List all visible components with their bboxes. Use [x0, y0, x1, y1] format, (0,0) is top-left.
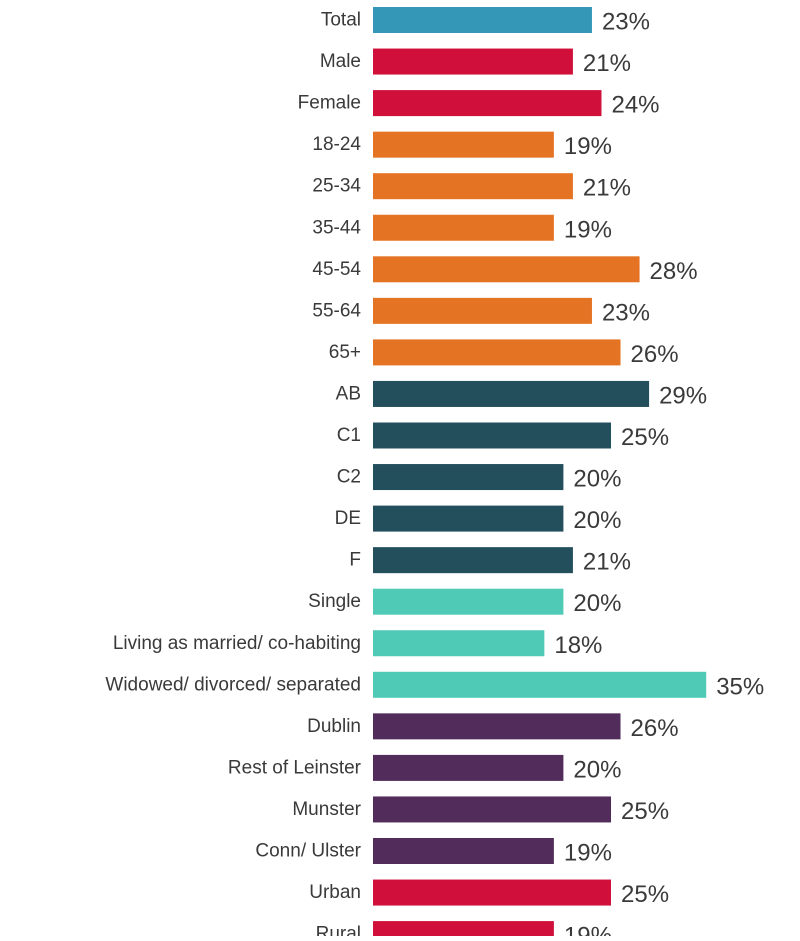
value-label-21: 19%	[564, 840, 612, 867]
category-label-9: 65+	[329, 342, 361, 363]
bar-19	[373, 754, 564, 781]
category-label-3: Female	[298, 93, 361, 114]
bar-15	[373, 588, 564, 615]
value-label-15: 20%	[573, 590, 621, 617]
value-label-1: 23%	[602, 9, 650, 36]
value-label-18: 26%	[631, 715, 679, 742]
value-label-16: 18%	[554, 632, 602, 659]
category-label-1: Total	[321, 10, 361, 31]
value-label-10: 29%	[659, 382, 707, 409]
value-label-20: 25%	[621, 798, 669, 825]
category-label-11: C1	[337, 425, 361, 446]
bar-13	[373, 505, 564, 532]
bar-5	[373, 173, 573, 200]
value-label-22: 25%	[621, 881, 669, 908]
value-label-13: 20%	[573, 507, 621, 534]
bar-14	[373, 547, 573, 574]
bar-11	[373, 422, 611, 449]
category-label-2: Male	[320, 51, 361, 72]
category-label-22: Urban	[309, 882, 361, 903]
category-label-16: Living as married/ co-habiting	[113, 633, 361, 654]
category-label-23: Rural	[316, 924, 361, 936]
bar-3	[373, 90, 602, 117]
value-label-8: 23%	[602, 299, 650, 326]
value-label-11: 25%	[621, 424, 669, 451]
category-label-7: 45-54	[312, 259, 361, 280]
category-label-14: F	[349, 550, 361, 571]
value-label-3: 24%	[611, 92, 659, 119]
bar-23	[373, 921, 554, 941]
category-label-17: Widowed/ divorced/ separated	[105, 674, 361, 695]
bar-9	[373, 339, 621, 366]
bar-22	[373, 879, 611, 906]
bar-4	[373, 131, 554, 158]
bar-7	[373, 256, 640, 283]
bar-2	[373, 48, 573, 75]
value-label-7: 28%	[650, 258, 698, 285]
bar-18	[373, 713, 621, 740]
bar-12	[373, 464, 564, 491]
category-label-19: Rest of Leinster	[228, 757, 362, 778]
category-label-6: 35-44	[312, 217, 361, 238]
value-label-5: 21%	[583, 175, 631, 202]
category-label-21: Conn/ Ulster	[255, 841, 361, 862]
value-label-6: 19%	[564, 216, 612, 243]
value-label-2: 21%	[583, 50, 631, 77]
bar-10	[373, 380, 650, 407]
category-label-12: C2	[337, 467, 361, 488]
bar-20	[373, 796, 611, 823]
value-label-9: 26%	[631, 341, 679, 368]
category-label-5: 25-34	[312, 176, 361, 197]
bar-6	[373, 214, 554, 241]
bar-8	[373, 297, 592, 324]
category-label-8: 55-64	[312, 300, 361, 321]
bar-17	[373, 671, 707, 698]
value-label-19: 20%	[573, 756, 621, 783]
value-label-23: 19%	[564, 923, 612, 936]
value-label-4: 19%	[564, 133, 612, 160]
value-label-14: 21%	[583, 549, 631, 576]
bar-21	[373, 838, 554, 864]
category-label-10: AB	[336, 383, 361, 404]
category-label-18: Dublin	[307, 716, 361, 737]
category-label-4: 18-24	[312, 134, 361, 155]
category-label-13: DE	[335, 508, 361, 529]
category-label-15: Single	[308, 591, 361, 612]
bar-1	[373, 7, 592, 33]
category-label-20: Munster	[292, 799, 361, 820]
value-label-12: 20%	[573, 466, 621, 493]
bar-16	[373, 630, 545, 657]
value-label-17: 35%	[716, 673, 764, 700]
